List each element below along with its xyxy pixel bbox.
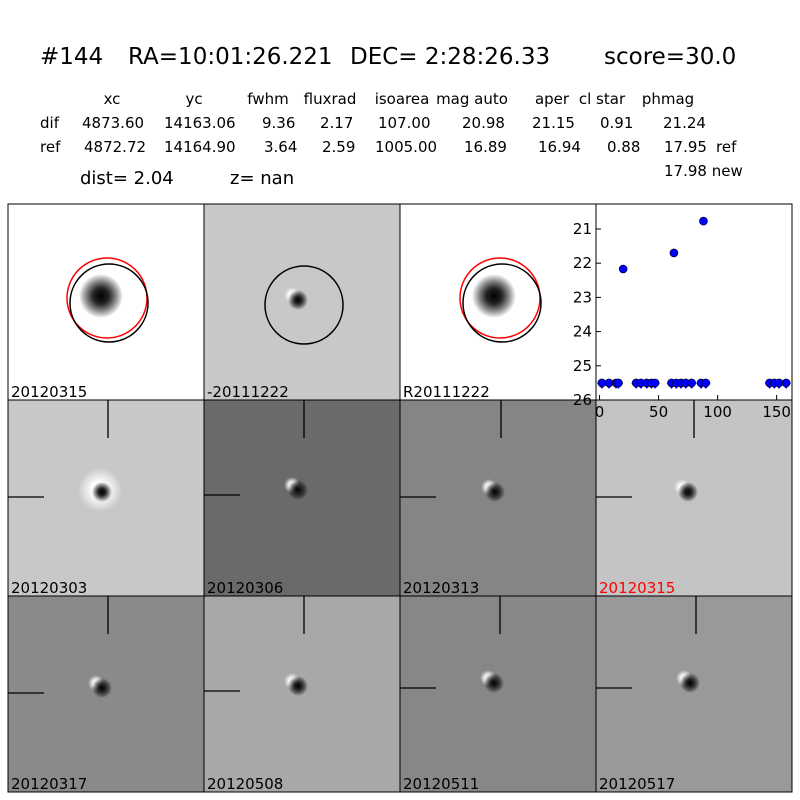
table: xc yc fwhm fluxrad isoarea mag auto aper cl sta… [40,90,737,156]
column-header: cl star [579,90,626,108]
stamp-image [400,596,596,792]
stamp-label: 20120315 [599,579,675,597]
residual-neg [680,673,700,693]
point [614,378,623,388]
cell: 0.91 [600,114,633,132]
residual-neg [484,673,504,693]
cell: 1005.00 [375,138,437,156]
point [687,378,696,388]
column-header: isoarea [375,90,430,108]
cell: 3.64 [264,138,297,156]
aperture [462,263,542,343]
score: score=30.0 [604,44,736,70]
column-header: yc [185,90,202,108]
stamp: 20120317 [7,595,205,793]
stamp: 20120315 [7,203,205,401]
cell: 4872.72 [84,138,146,156]
point [699,216,708,226]
cell: 17.95 [664,138,707,156]
residual-neg [92,678,112,698]
cell: 0.88 [607,138,640,156]
cell: ref [40,138,61,156]
stamp: 20120313 [399,399,597,597]
x-tick-label: 100 [703,403,732,421]
y-tick-label: 25 [573,357,592,375]
point [618,264,628,274]
y-tick-label: 22 [573,254,592,272]
stamp-label: 20120511 [403,775,479,793]
stamp: 20120303 [7,399,205,597]
column-header: mag auto [436,90,508,108]
cell: ref [716,138,737,156]
point [669,248,679,258]
plot-frame [595,203,793,401]
x-tick-label: 0 [595,403,605,421]
panels: 20120315 -20111222 R20111222 20120303 201203… [7,203,793,793]
cell: 16.89 [464,138,507,156]
residual-neg [92,482,112,502]
cell: 4873.60 [82,114,144,132]
cell: 14164.90 [164,138,236,156]
cell: 2.17 [320,114,353,132]
residual-neg [288,480,308,500]
stamp: 20120315 [595,399,793,597]
light-curve: 0 50 100 150 21 22 23 24 25 26 [573,203,793,421]
aperture [264,265,344,345]
column-header: phmag [642,90,694,108]
residual-neg [485,482,505,502]
stamp-frame [595,595,793,793]
cell: 16.94 [538,138,581,156]
stamp-label: 20120313 [403,579,479,597]
dist: dist= 2.04 [80,168,174,189]
point [701,378,711,388]
dec: DEC= 2:28:26.33 [350,44,550,70]
cand-id: #144 [40,44,103,70]
psf [79,274,123,318]
stamp-label: 20120508 [207,775,283,793]
stamp-label: -20111222 [207,383,289,401]
column-header: aper [535,90,570,108]
cell: 107.00 [378,114,431,132]
stamp: 20120508 [203,595,401,793]
y-tick-label: 26 [573,391,592,409]
x-tick-label: 50 [649,403,668,421]
column-header: xc [104,90,121,108]
point [781,378,791,388]
y-tick-label: 23 [573,288,592,306]
cell: 2.59 [322,138,355,156]
y-tick-label: 24 [573,323,592,341]
cell: 14163.06 [164,114,236,132]
stamp-label: 20120317 [11,775,87,793]
cell: 9.36 [262,114,295,132]
stamp: 20120517 [595,595,793,793]
residual-neg [288,676,308,696]
stamp: 20120511 [399,595,597,793]
stamp-label: 20120517 [599,775,675,793]
x-tick-label: 150 [762,403,791,421]
stamp: 20120306 [203,399,401,597]
stamp-image [596,596,792,792]
stamp-label: 20120306 [207,579,283,597]
cell: dif [40,114,60,132]
stamp-label: 20120315 [11,383,87,401]
aperture [69,263,149,343]
psf [472,274,516,318]
stamp: -20111222 [203,203,401,401]
cell: 21.15 [532,114,575,132]
column-header: fluxrad [304,90,357,108]
stamp-label: 20120303 [11,579,87,597]
cell: 20.98 [462,114,505,132]
stamp: R20111222 [399,203,597,401]
y-tick-label: 21 [573,220,592,238]
extra: 17.98 new [664,162,743,180]
stamp-label: R20111222 [403,383,490,401]
point [650,378,660,388]
ra: RA=10:01:26.221 [128,44,333,70]
residual-neg [288,290,308,310]
cell: 21.24 [663,114,706,132]
z: z= nan [230,168,294,189]
column-header: fwhm [247,90,288,108]
residual-neg [678,482,698,502]
